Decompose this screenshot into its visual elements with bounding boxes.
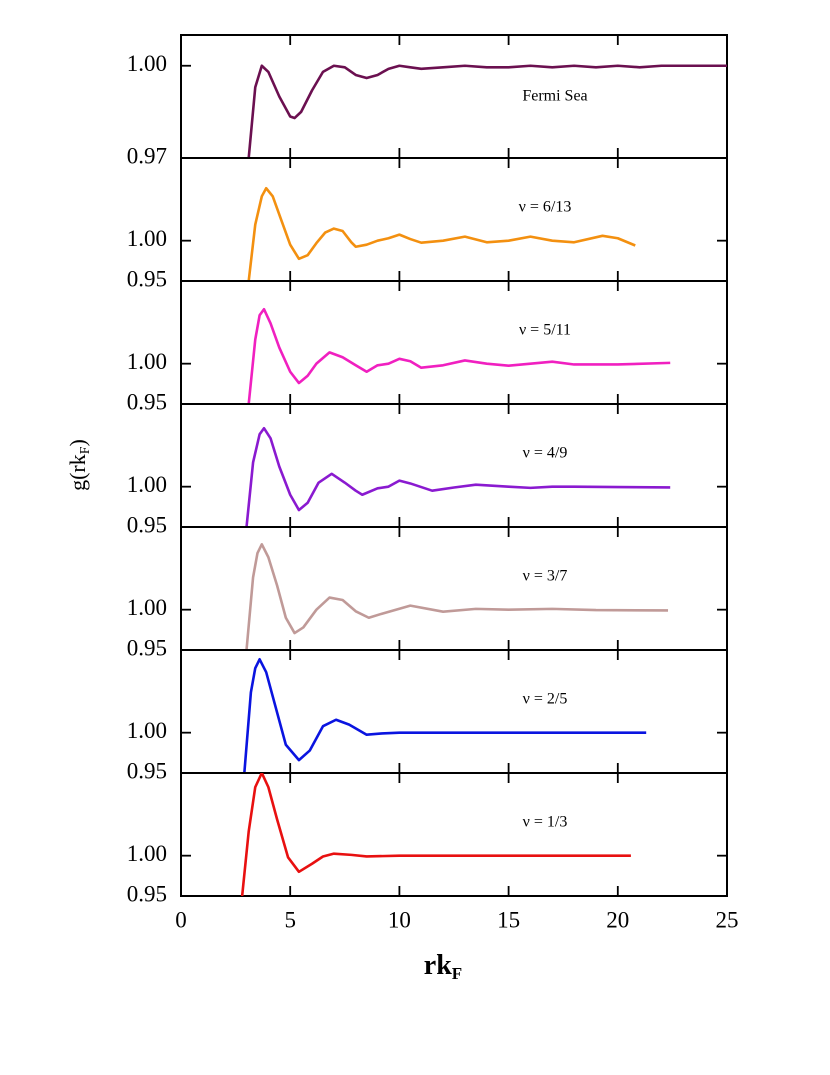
series-line	[240, 773, 631, 896]
panel: 0.95 1.00 ν = 3/7	[127, 526, 728, 660]
series-label: ν = 6/13	[519, 199, 572, 216]
panel: 0.95 1.00 ν = 4/9	[127, 403, 728, 537]
series-line	[245, 543, 669, 650]
panel: 0.95 1.00 ν = 2/5	[127, 649, 728, 783]
panel: 0.95 1.00 ν = 5/11	[127, 280, 728, 414]
panel-frame	[180, 403, 728, 528]
panel: 0 5 10 15 20 25 0.95 1.00 ν = 1/3	[127, 772, 739, 932]
y-tick-label: 0.97	[127, 143, 167, 168]
y-label-sub: F	[78, 446, 93, 454]
x-label-main: rk	[424, 950, 452, 981]
y-label-main: g(rk	[65, 454, 90, 491]
y-tick-label: 1.00	[127, 595, 167, 620]
y-tick-label: 1.00	[127, 718, 167, 743]
y-tick-label: 0.95	[127, 389, 167, 414]
panel: 0.97 1.00 Fermi Sea	[127, 34, 728, 168]
series-label: Fermi Sea	[522, 88, 587, 105]
series-line	[247, 307, 671, 404]
series-label: ν = 5/11	[519, 322, 571, 339]
series-line	[243, 657, 647, 773]
series-label: ν = 3/7	[523, 568, 568, 585]
series-line	[245, 426, 671, 527]
y-tick-label: 1.00	[127, 841, 167, 866]
series-label: ν = 4/9	[523, 445, 568, 462]
panel-frame	[180, 34, 728, 159]
y-axis-label: g(rkF)	[65, 439, 93, 491]
panel-frame	[180, 157, 728, 282]
y-tick-label: 0.95	[127, 758, 167, 783]
series-line	[247, 186, 636, 281]
panel-frame	[180, 280, 728, 405]
y-tick-label: 1.00	[127, 226, 167, 251]
panel: 0.95 1.00 ν = 6/13	[127, 157, 728, 291]
y-tick-label: 1.00	[127, 472, 167, 497]
y-tick-label: 1.00	[127, 51, 167, 76]
y-label-end: )	[65, 439, 90, 446]
series-label: ν = 1/3	[523, 814, 568, 831]
y-tick-label: 0.95	[127, 512, 167, 537]
x-tick-label: 5	[284, 907, 296, 932]
y-tick-label: 0.95	[127, 881, 167, 906]
y-tick-label: 1.00	[127, 349, 167, 374]
series-label: ν = 2/5	[523, 691, 568, 708]
y-tick-label: 0.95	[127, 266, 167, 291]
x-tick-label: 10	[388, 907, 411, 932]
x-tick-label: 15	[497, 907, 520, 932]
x-tick-label: 25	[716, 907, 739, 932]
x-tick-label: 20	[606, 907, 629, 932]
series-line	[247, 64, 727, 158]
x-tick-label: 0	[175, 907, 187, 932]
y-tick-label: 0.95	[127, 635, 167, 660]
x-axis-label: rkF	[424, 950, 462, 982]
panel-frame	[180, 772, 728, 897]
x-label-sub: F	[452, 964, 462, 983]
